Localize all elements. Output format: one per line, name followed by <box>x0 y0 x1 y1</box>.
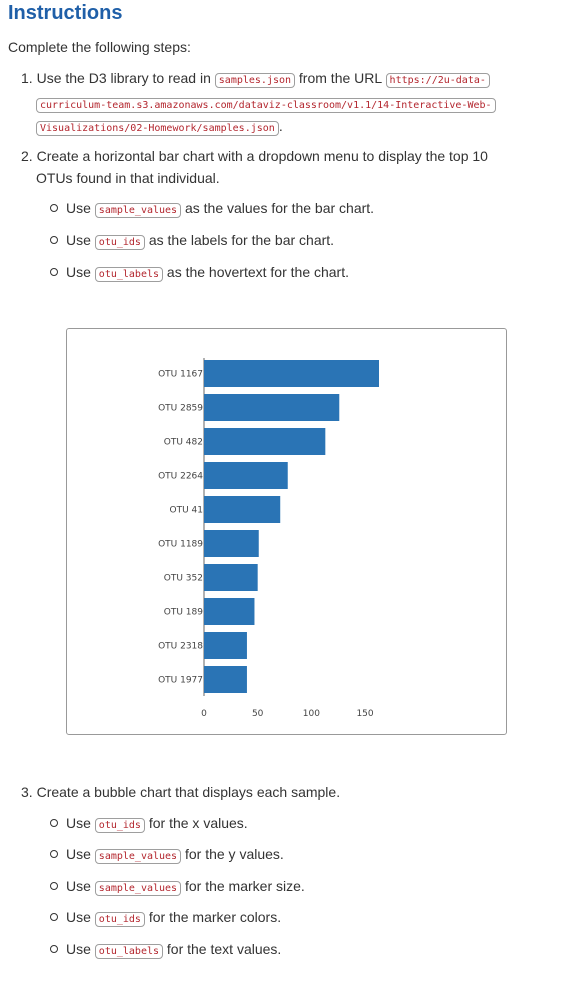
bullet-post: as the labels for the bar chart. <box>148 232 335 248</box>
url-part-1[interactable]: https://2u-data- <box>385 73 490 88</box>
bar-chart-panel: OTU 1167 OTU 2859 OTU 482 OTU 2264 OTU 41 OTU… <box>66 328 507 735</box>
code-samples-json: samples.json <box>214 73 296 88</box>
bar-otu-2318[interactable] <box>204 632 247 659</box>
step2-bullet-3: Use otu_labels as the hovertext for the … <box>50 263 349 284</box>
y-tick-label: OTU 1167 <box>158 370 203 380</box>
x-tick-label: 0 <box>201 709 207 719</box>
x-tick-label: 50 <box>252 709 264 719</box>
bullet-icon <box>50 850 58 859</box>
y-tick-label: OTU 2318 <box>158 642 203 652</box>
y-tick-label: OTU 2264 <box>158 472 203 482</box>
step2-bullet-1: Use sample_values as the values for the … <box>50 199 374 220</box>
bar-otu-352[interactable] <box>204 564 258 591</box>
step3-bullet-1: Use otu_ids for the x values. <box>50 814 248 835</box>
bullet-post: for the y values. <box>184 846 284 862</box>
bullet-icon <box>50 882 58 891</box>
step1-line1: 1. Use the D3 library to read in samples… <box>21 69 490 90</box>
url-part-3[interactable]: Visualizations/02-Homework/samples.json <box>36 121 279 136</box>
y-tick-label: OTU 189 <box>164 608 203 618</box>
code-otu-labels: otu_labels <box>94 944 164 959</box>
bar-otu-1189[interactable] <box>204 530 259 557</box>
bullet-post: for the x values. <box>148 815 248 831</box>
x-tick-label: 150 <box>356 709 373 719</box>
y-tick-label: OTU 2859 <box>158 404 203 414</box>
bullet-pre: Use <box>66 941 91 957</box>
step3-bullet-4: Use otu_ids for the marker colors. <box>50 908 281 929</box>
bullet-icon <box>50 204 58 213</box>
bullet-pre: Use <box>66 909 91 925</box>
bullet-pre: Use <box>66 815 91 831</box>
step2-text-line2: OTUs found in that individual. <box>36 170 220 186</box>
step1-line3: Visualizations/02-Homework/samples.json. <box>36 117 283 138</box>
step1-text-a: Use the D3 library to read in <box>36 70 211 86</box>
bar-chart: OTU 1167 OTU 2859 OTU 482 OTU 2264 OTU 41 OTU… <box>158 358 379 719</box>
bullet-post: for the text values. <box>166 941 282 957</box>
step1-number: 1. <box>21 70 33 86</box>
step3-bullet-5: Use otu_labels for the text values. <box>50 940 281 961</box>
bullet-pre: Use <box>66 264 91 280</box>
step3-bullet-3: Use sample_values for the marker size. <box>50 877 305 898</box>
y-tick-label: OTU 1977 <box>158 676 203 686</box>
bullet-icon <box>50 913 58 922</box>
code-sample-values: sample_values <box>94 203 182 218</box>
bullet-pre: Use <box>66 878 91 894</box>
url-part-2[interactable]: curriculum-team.s3.amazonaws.com/dataviz… <box>36 98 496 113</box>
code-sample-values: sample_values <box>94 881 182 896</box>
step3-number: 3. <box>21 784 33 800</box>
y-tick-label: OTU 482 <box>164 438 203 448</box>
x-tick-label: 100 <box>303 709 320 719</box>
step3-bullet-2: Use sample_values for the y values. <box>50 845 284 866</box>
step2-text-line1: Create a horizontal bar chart with a dro… <box>36 148 488 164</box>
step1-line2: curriculum-team.s3.amazonaws.com/dataviz… <box>36 94 496 115</box>
bar-otu-1167[interactable] <box>204 360 379 387</box>
step2-line2: OTUs found in that individual. <box>36 169 220 187</box>
step2-bullet-2: Use otu_ids as the labels for the bar ch… <box>50 231 334 252</box>
bullet-pre: Use <box>66 232 91 248</box>
y-tick-label: OTU 1189 <box>158 540 203 550</box>
code-sample-values: sample_values <box>94 849 182 864</box>
bar-otu-189[interactable] <box>204 598 255 625</box>
bullet-icon <box>50 268 58 277</box>
y-tick-label: OTU 352 <box>164 574 203 584</box>
bar-otu-1977[interactable] <box>204 666 247 693</box>
bullet-icon <box>50 819 58 828</box>
bar-otu-2859[interactable] <box>204 394 340 421</box>
code-otu-ids: otu_ids <box>94 235 145 250</box>
bullet-icon <box>50 945 58 954</box>
step2-line1: 2. Create a horizontal bar chart with a … <box>21 147 488 165</box>
page-title: Instructions <box>8 2 123 24</box>
y-tick-label: OTU 41 <box>170 506 203 516</box>
bullet-post: as the values for the bar chart. <box>184 200 375 216</box>
code-otu-labels: otu_labels <box>94 267 164 282</box>
bullet-post: as the hovertext for the chart. <box>166 264 350 280</box>
bullet-pre: Use <box>66 200 91 216</box>
step3-text-line1: Create a bubble chart that displays each… <box>36 784 341 800</box>
step3-line1: 3. Create a bubble chart that displays e… <box>21 783 340 801</box>
bullet-post: for the marker colors. <box>148 909 282 925</box>
step2-number: 2. <box>21 148 33 164</box>
code-otu-ids: otu_ids <box>94 818 145 833</box>
step1-period: . <box>278 118 283 134</box>
code-otu-ids: otu_ids <box>94 912 145 927</box>
bullet-icon <box>50 236 58 245</box>
bullet-pre: Use <box>66 846 91 862</box>
bar-otu-2264[interactable] <box>204 462 288 489</box>
bullet-post: for the marker size. <box>184 878 305 894</box>
bar-otu-41[interactable] <box>204 496 281 523</box>
intro-text: Complete the following steps: <box>8 39 191 55</box>
step1-text-b: from the URL <box>298 70 382 86</box>
bar-otu-482[interactable] <box>204 428 326 455</box>
